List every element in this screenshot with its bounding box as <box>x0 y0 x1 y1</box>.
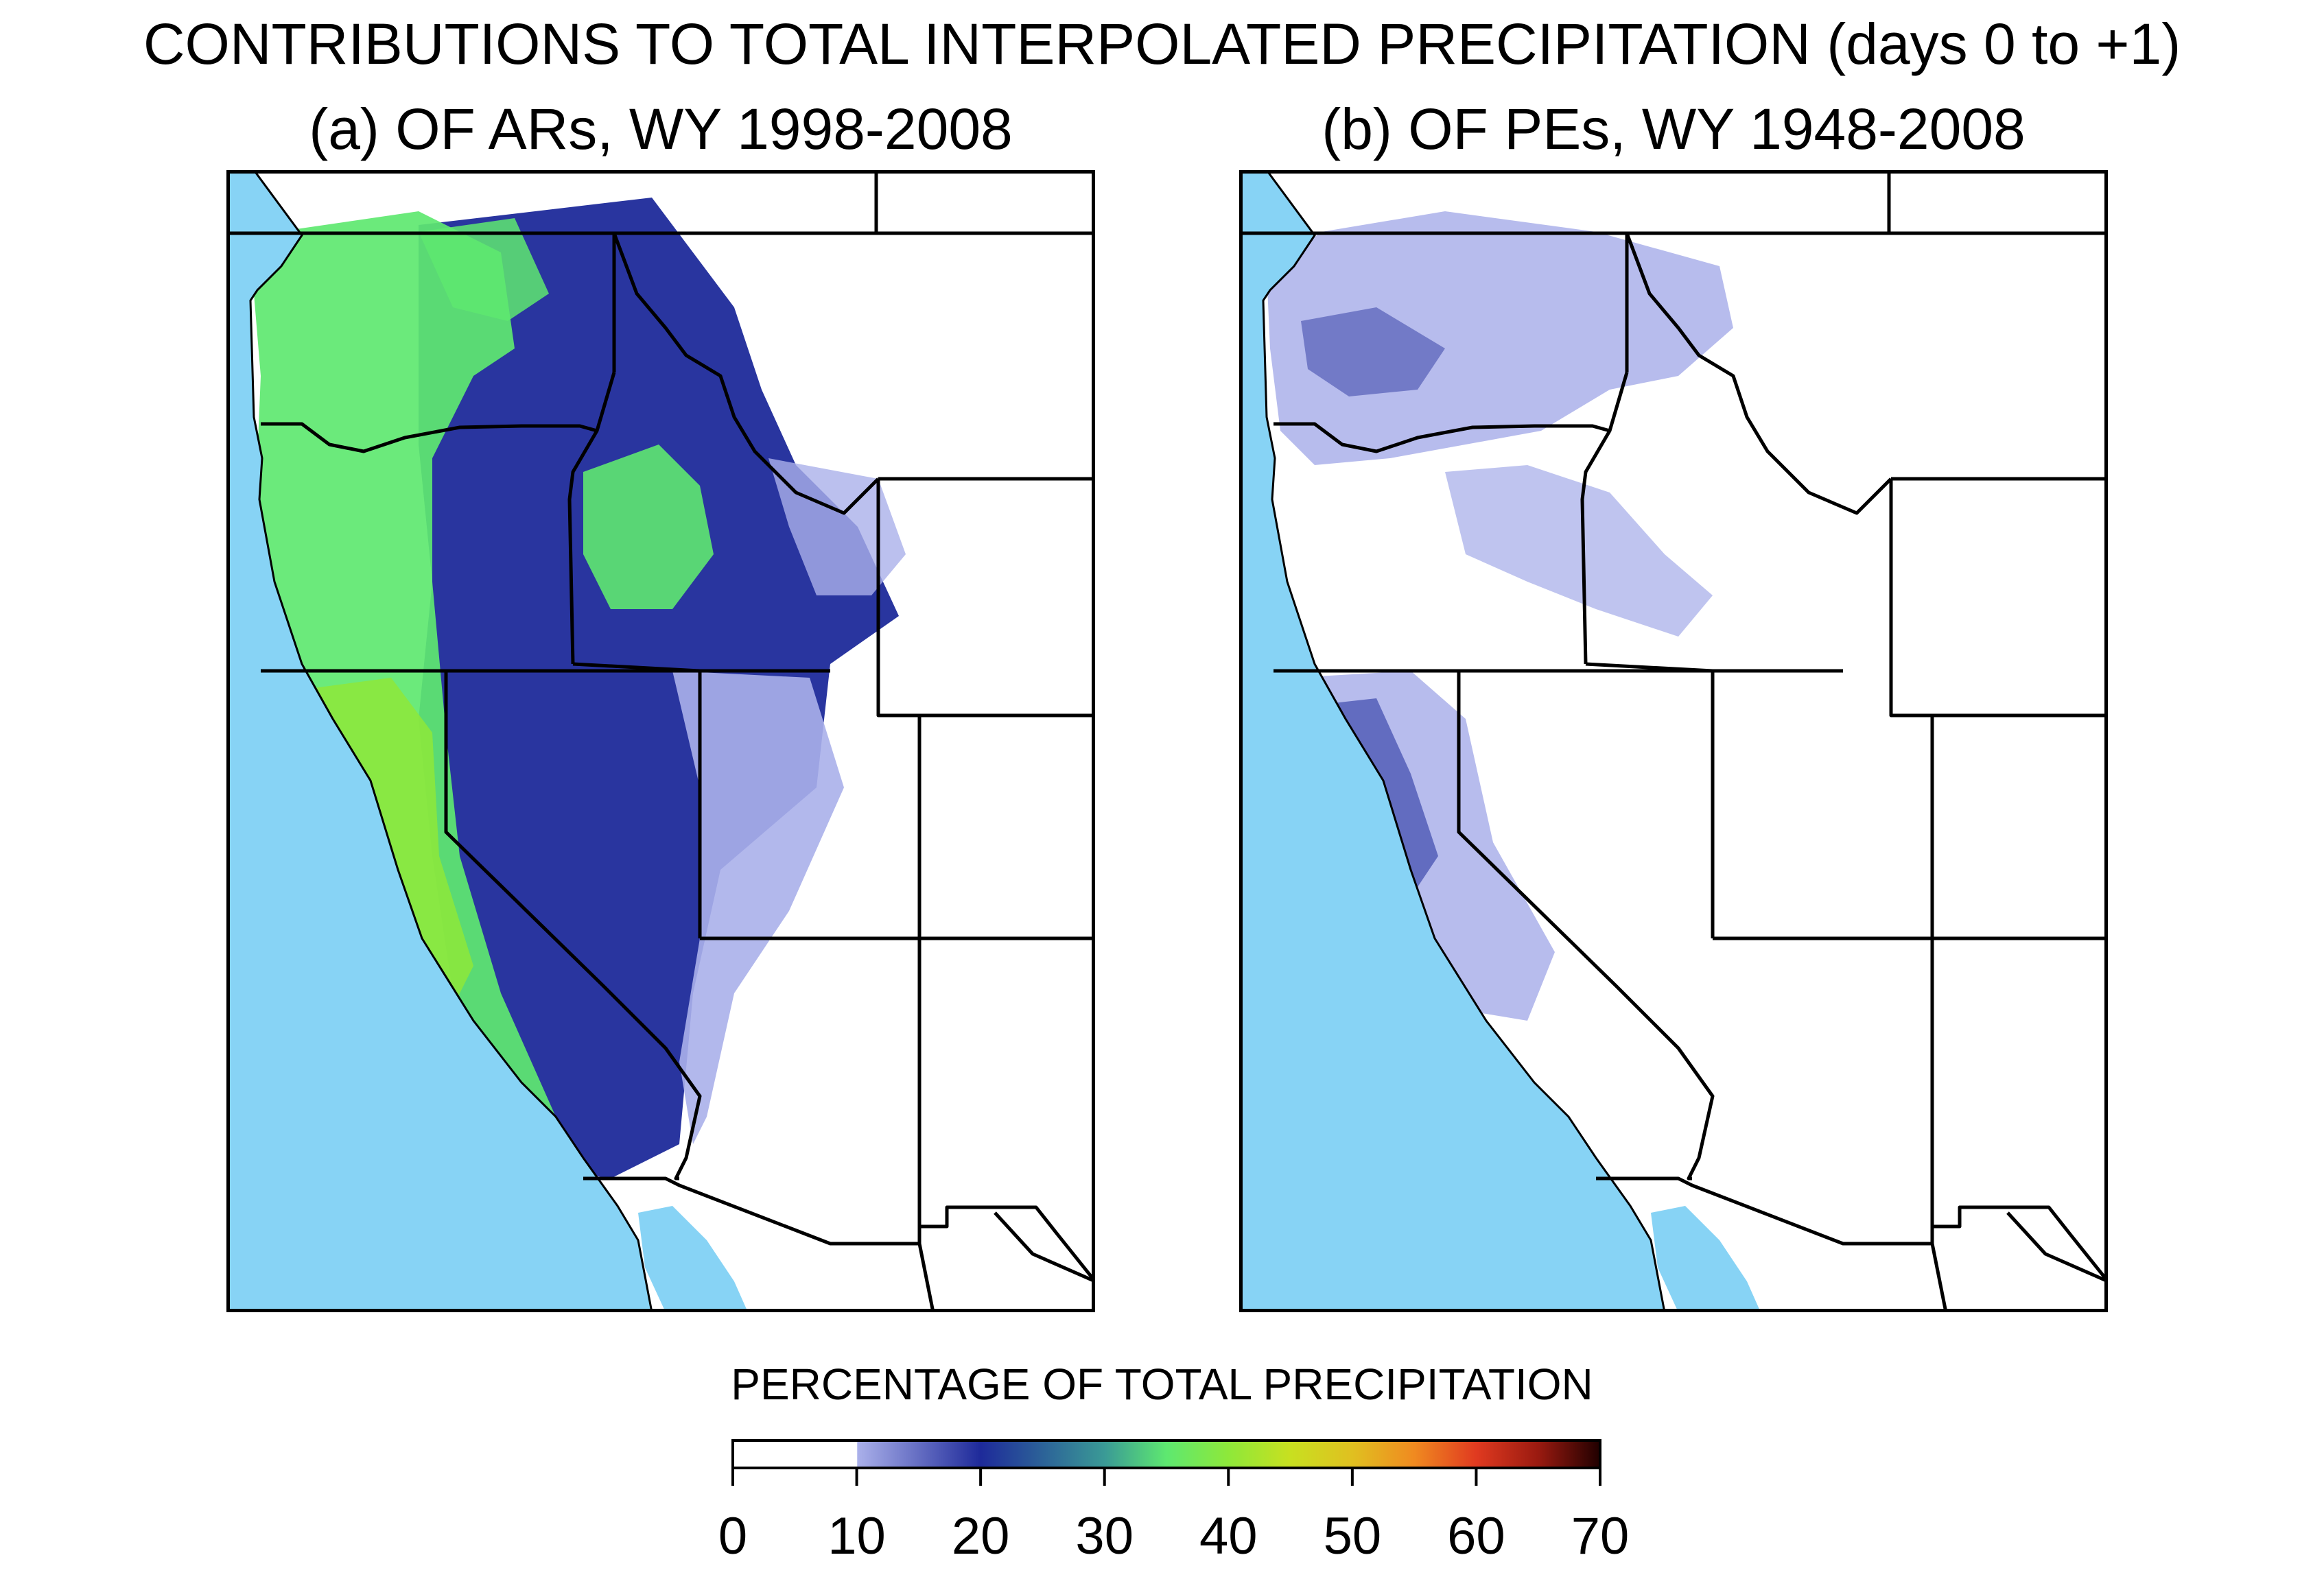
panel-a-title: (a) OF ARs, WY 1998-2008 <box>309 97 1013 161</box>
panel-b-precip-area-4 <box>1301 307 1445 396</box>
colorbar-tick-label: 70 <box>1571 1507 1630 1565</box>
colorbar-gradient <box>731 1439 1601 1469</box>
colorbar-tick-label: 50 <box>1323 1507 1382 1565</box>
panel-b-precip-area-0 <box>1267 211 1733 465</box>
panel-a-precip-area-1 <box>254 211 556 1117</box>
colorbar-tick-label: 60 <box>1447 1507 1505 1565</box>
panel-a-map-svg <box>226 170 1095 1312</box>
colorbar <box>731 1439 1601 1486</box>
figure-title: CONTRIBUTIONS TO TOTAL INTERPOLATED PREC… <box>143 12 2181 76</box>
panel-a-precip-area-0 <box>419 198 899 1178</box>
map-panel-b <box>1239 170 2108 1312</box>
panel-b-gulf <box>1651 1206 1761 1312</box>
panel-b-map-svg <box>1239 170 2108 1312</box>
panel-b-state-boundary-13 <box>1585 662 1713 673</box>
panel-b-state-boundary-7 <box>1580 372 1629 665</box>
colorbar-tick-label: 20 <box>951 1507 1010 1565</box>
panel-b-ocean <box>1239 170 1665 1312</box>
panel-a-coastline <box>249 170 653 1312</box>
panel-a-precip-area-3 <box>583 444 714 609</box>
panel-a-state-boundary-3 <box>612 233 880 515</box>
panel-b-state-boundary-16 <box>2006 1211 2108 1283</box>
panel-b-state-boundary-14 <box>1596 1176 2108 1283</box>
panel-b-state-boundary-9 <box>1457 671 1715 1181</box>
panel-a-precip-area-4 <box>419 218 549 321</box>
panel-a-ocean <box>226 170 652 1312</box>
panel-a-state-boundary-5 <box>876 479 1095 718</box>
panel-b-title: (b) OF PEs, WY 1948-2008 <box>1322 97 2026 161</box>
panel-a-state-boundary-7 <box>567 372 616 665</box>
panel-a-gulf <box>638 1206 748 1312</box>
panel-a-state-boundary-14 <box>583 1176 1095 1283</box>
colorbar-tick-label: 30 <box>1075 1507 1134 1565</box>
colorbar-tick-label: 0 <box>718 1507 748 1565</box>
panel-a-map-frame <box>226 170 1095 1312</box>
panel-b-state-boundary-6 <box>1273 422 1610 453</box>
map-panel-a <box>226 170 1095 1312</box>
panel-b-state-boundary-5 <box>1889 479 2108 718</box>
panel-a-state-boundary-13 <box>572 662 701 673</box>
panel-a-state-boundary-9 <box>444 671 702 1181</box>
panel-a-precip-area-5 <box>672 671 844 1144</box>
panel-b-state-boundary-3 <box>1625 233 1892 515</box>
panel-a-precip-area-6 <box>768 458 906 595</box>
panel-b-state-boundary-15 <box>1930 1243 1948 1312</box>
panel-a-state-boundary-15 <box>917 1243 935 1312</box>
panel-a-state-boundary-16 <box>994 1211 1095 1283</box>
colorbar-tick-label: 40 <box>1199 1507 1258 1565</box>
colorbar-title: PERCENTAGE OF TOTAL PRECIPITATION <box>731 1360 1593 1409</box>
panel-a-state-boundary-6 <box>261 422 598 453</box>
panel-b-coastline <box>1262 170 1666 1312</box>
colorbar-tick-label: 10 <box>828 1507 886 1565</box>
panel-b-map-frame <box>1239 170 2108 1312</box>
panel-b-precip-area-1 <box>1445 465 1713 637</box>
